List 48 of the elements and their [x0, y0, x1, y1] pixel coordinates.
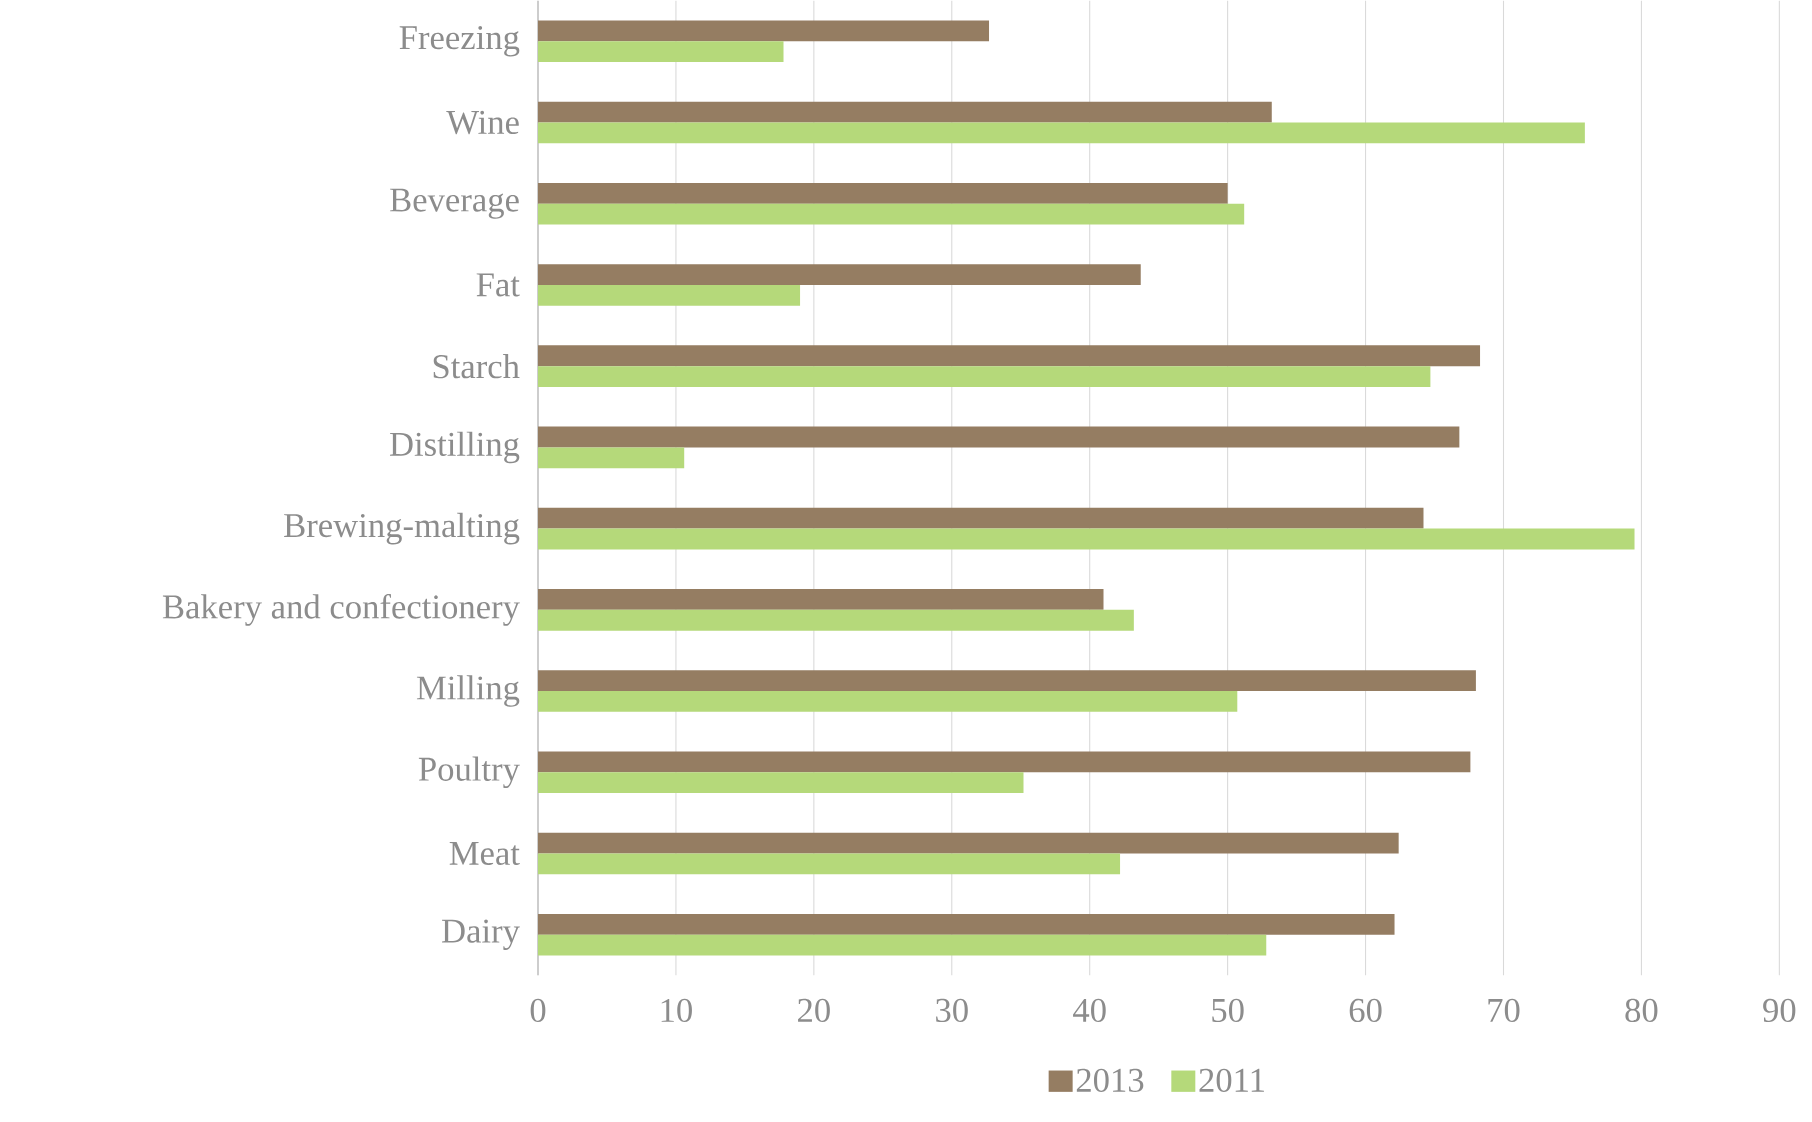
bar	[538, 528, 1635, 550]
y-tick-label: Brewing-malting	[284, 512, 520, 545]
bar	[538, 913, 1395, 935]
bar	[538, 670, 1476, 692]
x-tick-label: 40	[1073, 998, 1106, 1023]
bar	[538, 934, 1267, 956]
y-tick-label: Wine	[446, 110, 519, 135]
bar	[538, 345, 1481, 367]
bar	[538, 182, 1228, 204]
x-tick-label: 20	[798, 998, 830, 1023]
bar	[538, 101, 1272, 123]
y-tick-label: Freezing	[399, 26, 520, 57]
x-tick-label: 50	[1212, 998, 1244, 1023]
y-tick-label: Distilling	[389, 431, 520, 464]
y-tick-label: Fat	[476, 273, 520, 297]
x-tick-label: 80	[1625, 998, 1658, 1023]
x-tick-label: 60	[1349, 998, 1382, 1023]
bar	[538, 772, 1024, 794]
y-tick-label: Milling	[416, 675, 520, 707]
y-tick-label: Meat	[449, 841, 520, 866]
bar	[538, 264, 1141, 285]
y-tick-label: Bakery and confectionery	[162, 593, 520, 626]
x-tick-label: 70	[1488, 998, 1520, 1023]
x-tick-label: 30	[936, 998, 968, 1023]
bar	[538, 853, 1121, 875]
legend-label: 2013	[1076, 1068, 1144, 1093]
bar	[538, 366, 1431, 387]
y-tick-label: Beverage	[390, 188, 519, 219]
bar	[538, 609, 1134, 631]
x-tick-label: 0	[530, 998, 546, 1023]
bar	[538, 447, 685, 469]
bar	[538, 832, 1399, 854]
y-tick-label: Dairy	[442, 919, 520, 950]
bar	[538, 751, 1471, 773]
bar	[538, 41, 784, 63]
bar	[538, 203, 1245, 225]
bar	[538, 20, 990, 42]
x-tick-label: 10	[661, 998, 692, 1023]
bar	[538, 426, 1460, 448]
bar	[538, 507, 1424, 529]
y-tick-label: Starch	[433, 353, 520, 379]
bar	[538, 589, 1104, 610]
bar	[538, 284, 801, 306]
y-tick-label: Poultry	[418, 756, 520, 789]
bar	[538, 122, 1585, 144]
bar	[538, 691, 1238, 712]
legend-label: 2011	[1199, 1068, 1264, 1093]
x-tick-label: 90	[1763, 998, 1796, 1023]
